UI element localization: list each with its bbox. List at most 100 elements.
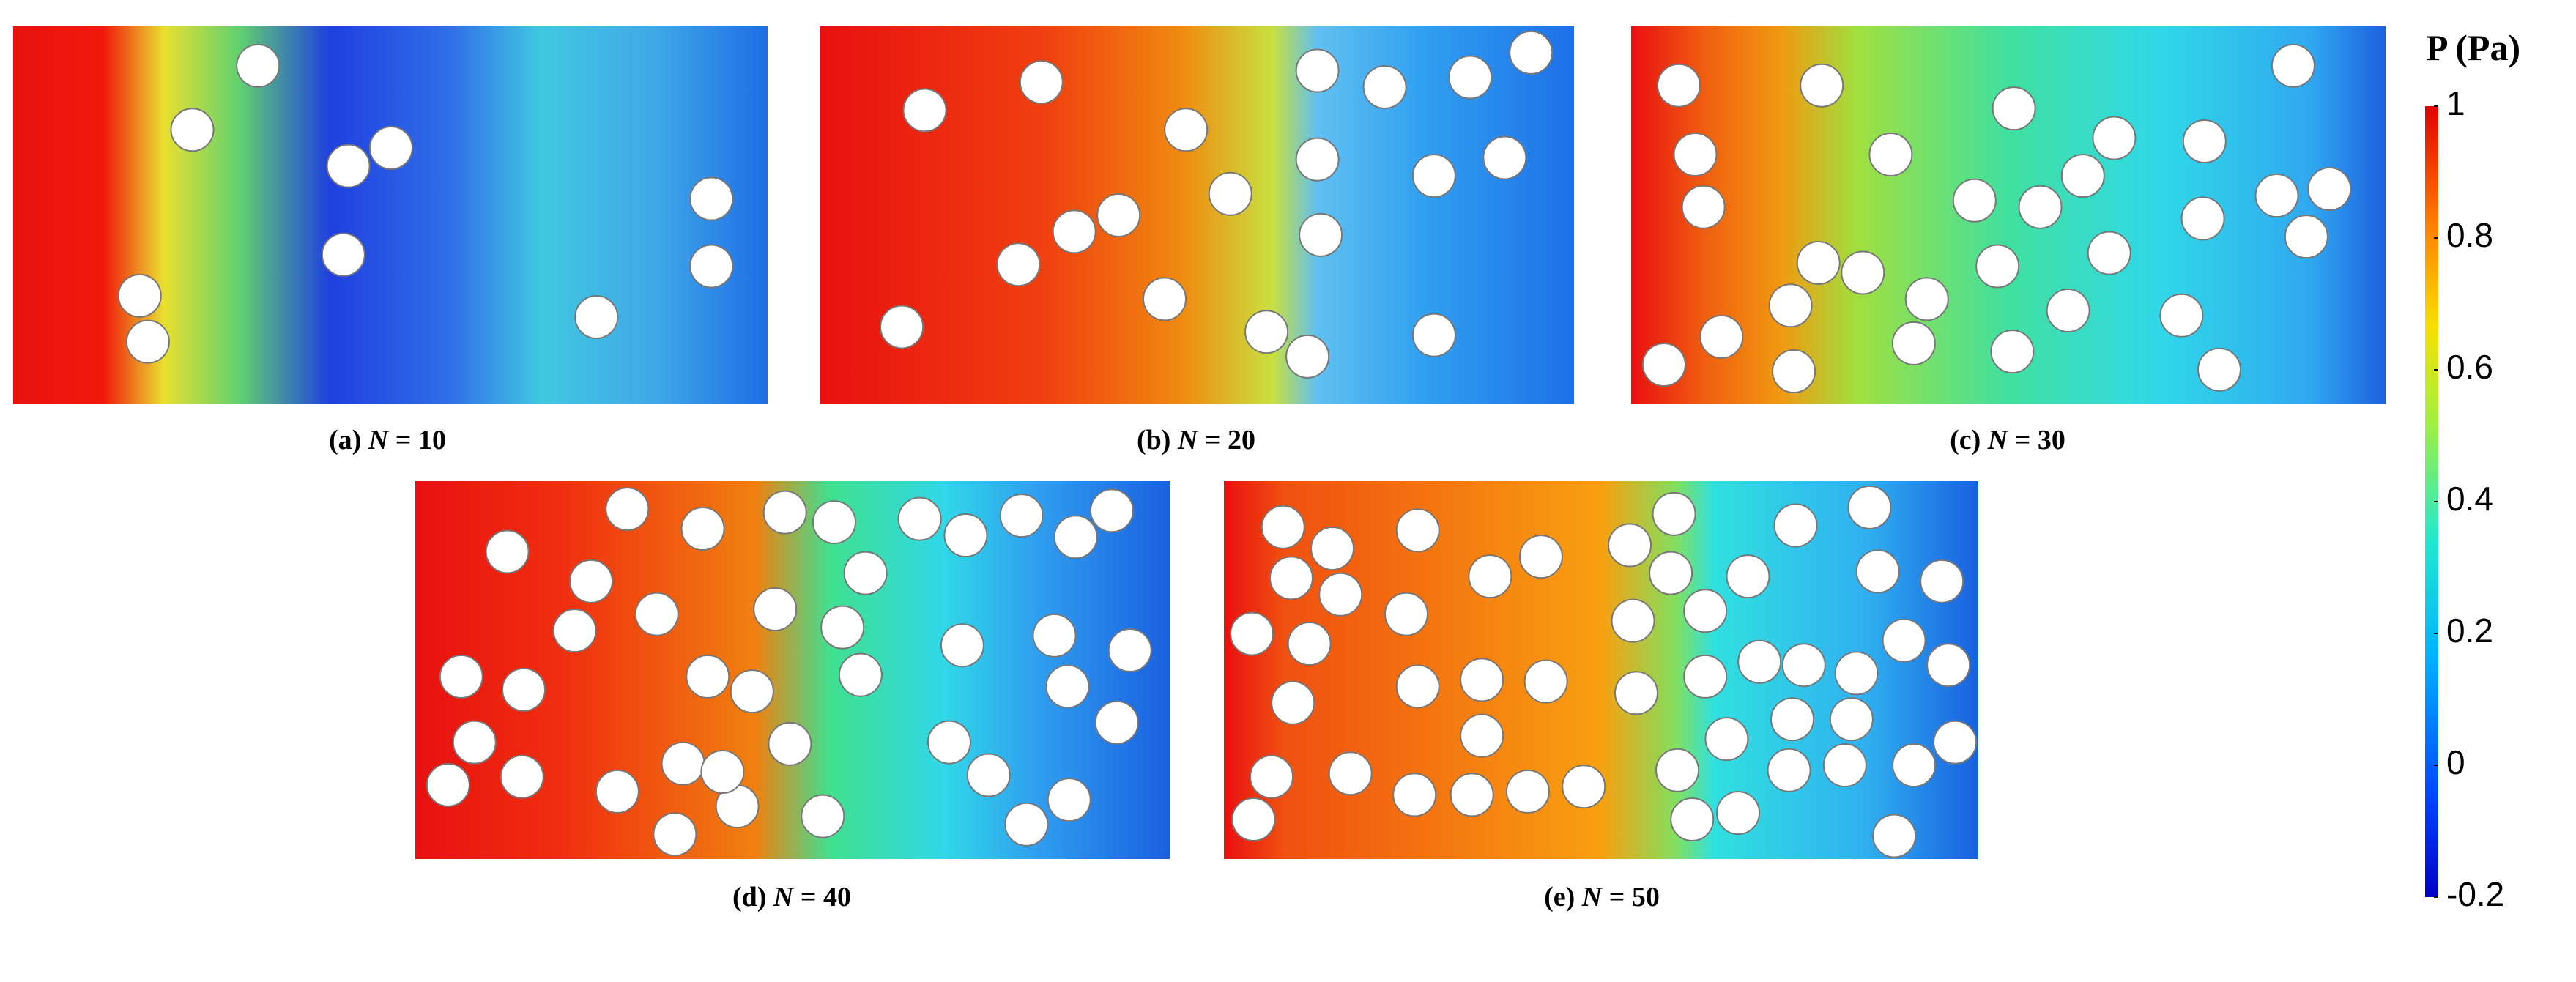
obstacle xyxy=(1450,773,1494,817)
obstacle xyxy=(1395,664,1440,709)
caption-variable: N xyxy=(1987,425,2009,455)
obstacle xyxy=(1019,60,1064,105)
obstacle xyxy=(170,108,215,152)
panel-caption: (e) N = 50 xyxy=(1544,882,1660,912)
colorbar-tick-label: 1 xyxy=(2446,84,2465,122)
obstacle xyxy=(1847,485,1892,529)
obstacle xyxy=(1299,212,1343,257)
obstacle xyxy=(326,144,371,188)
obstacle xyxy=(1310,526,1355,570)
panel xyxy=(415,481,1170,859)
obstacle xyxy=(1933,720,1978,765)
obstacle xyxy=(880,305,924,349)
colorbar-title: P (Pa) xyxy=(2426,27,2520,68)
caption-label: (d) xyxy=(732,882,766,912)
caption-label: (b) xyxy=(1137,425,1170,455)
obstacle xyxy=(1670,797,1715,842)
obstacle xyxy=(1683,589,1728,633)
obstacle xyxy=(1768,283,1813,328)
obstacle xyxy=(2307,167,2352,212)
obstacle xyxy=(1882,618,1926,663)
obstacle xyxy=(768,721,812,766)
obstacle xyxy=(1904,277,1949,321)
obstacle xyxy=(1611,598,1655,643)
obstacle xyxy=(1562,765,1606,809)
obstacle xyxy=(1772,349,1816,394)
obstacle xyxy=(1287,622,1332,666)
colorbar-tick-label: -0.2 xyxy=(2446,875,2504,913)
obstacle xyxy=(1649,551,1693,595)
obstacle xyxy=(1448,55,1493,100)
obstacle xyxy=(1047,778,1091,822)
obstacle xyxy=(1052,209,1096,254)
obstacle xyxy=(1318,572,1363,617)
obstacle xyxy=(1411,154,1456,198)
obstacle xyxy=(1460,713,1504,758)
obstacle xyxy=(1641,343,1686,387)
obstacle xyxy=(1990,330,2035,374)
obstacle xyxy=(1295,137,1340,182)
obstacle xyxy=(661,741,705,786)
obstacle xyxy=(801,794,845,838)
obstacle xyxy=(1094,700,1139,745)
obstacle xyxy=(1834,651,1879,696)
obstacle xyxy=(2060,154,2105,198)
colorbar-tick-label: 0.2 xyxy=(2446,611,2493,650)
obstacle xyxy=(1704,717,1749,762)
obstacle xyxy=(1523,659,1568,704)
caption-value: = 40 xyxy=(801,882,851,912)
obstacle xyxy=(2046,289,2090,333)
obstacle xyxy=(820,605,865,650)
caption-label: (e) xyxy=(1544,882,1575,912)
panel xyxy=(13,26,768,404)
caption-value: = 30 xyxy=(2015,425,2065,455)
obstacle xyxy=(1952,178,1997,223)
obstacle xyxy=(1920,559,1964,603)
obstacle xyxy=(1328,751,1373,796)
obstacle xyxy=(1505,769,1550,814)
obstacle xyxy=(552,609,597,653)
panel-caption: (d) N = 40 xyxy=(732,882,851,912)
panel xyxy=(1224,481,1978,859)
pressure-field xyxy=(415,481,1170,859)
obstacle xyxy=(2284,215,2328,259)
obstacle xyxy=(439,654,483,699)
obstacle xyxy=(1855,549,1900,594)
obstacle xyxy=(1796,240,1841,285)
caption-value: = 10 xyxy=(396,425,446,455)
colorbar-tick-label: 0 xyxy=(2446,743,2465,781)
obstacle xyxy=(595,769,639,814)
panel-caption: (a) N = 10 xyxy=(329,425,446,455)
obstacle xyxy=(125,319,170,364)
obstacle xyxy=(2254,174,2299,218)
obstacle xyxy=(1975,244,2020,289)
obstacle xyxy=(1096,193,1141,237)
caption-variable: N xyxy=(1581,882,1603,912)
obstacle xyxy=(2092,116,2137,160)
obstacle xyxy=(1090,488,1135,533)
obstacle xyxy=(843,551,888,595)
colorbar-tick-label: 0.8 xyxy=(2446,216,2493,254)
panel xyxy=(1631,26,2386,404)
obstacle xyxy=(2087,231,2131,275)
obstacle xyxy=(686,654,730,699)
obstacle xyxy=(940,623,984,668)
caption-label: (a) xyxy=(329,425,361,455)
obstacle xyxy=(838,652,883,697)
obstacle xyxy=(569,559,614,603)
obstacle xyxy=(1773,503,1818,548)
obstacle xyxy=(1716,791,1761,836)
obstacle xyxy=(902,88,947,133)
obstacle xyxy=(117,273,162,318)
caption-variable: N xyxy=(1177,425,1199,455)
obstacle xyxy=(321,232,365,277)
obstacle xyxy=(1891,321,1936,365)
obstacle xyxy=(2180,196,2225,241)
obstacle xyxy=(1482,135,1527,180)
obstacle xyxy=(1362,64,1407,109)
obstacle xyxy=(812,500,856,545)
obstacle xyxy=(1681,185,1726,229)
obstacle xyxy=(1164,108,1209,152)
obstacle xyxy=(634,592,679,636)
obstacle xyxy=(1285,334,1330,379)
